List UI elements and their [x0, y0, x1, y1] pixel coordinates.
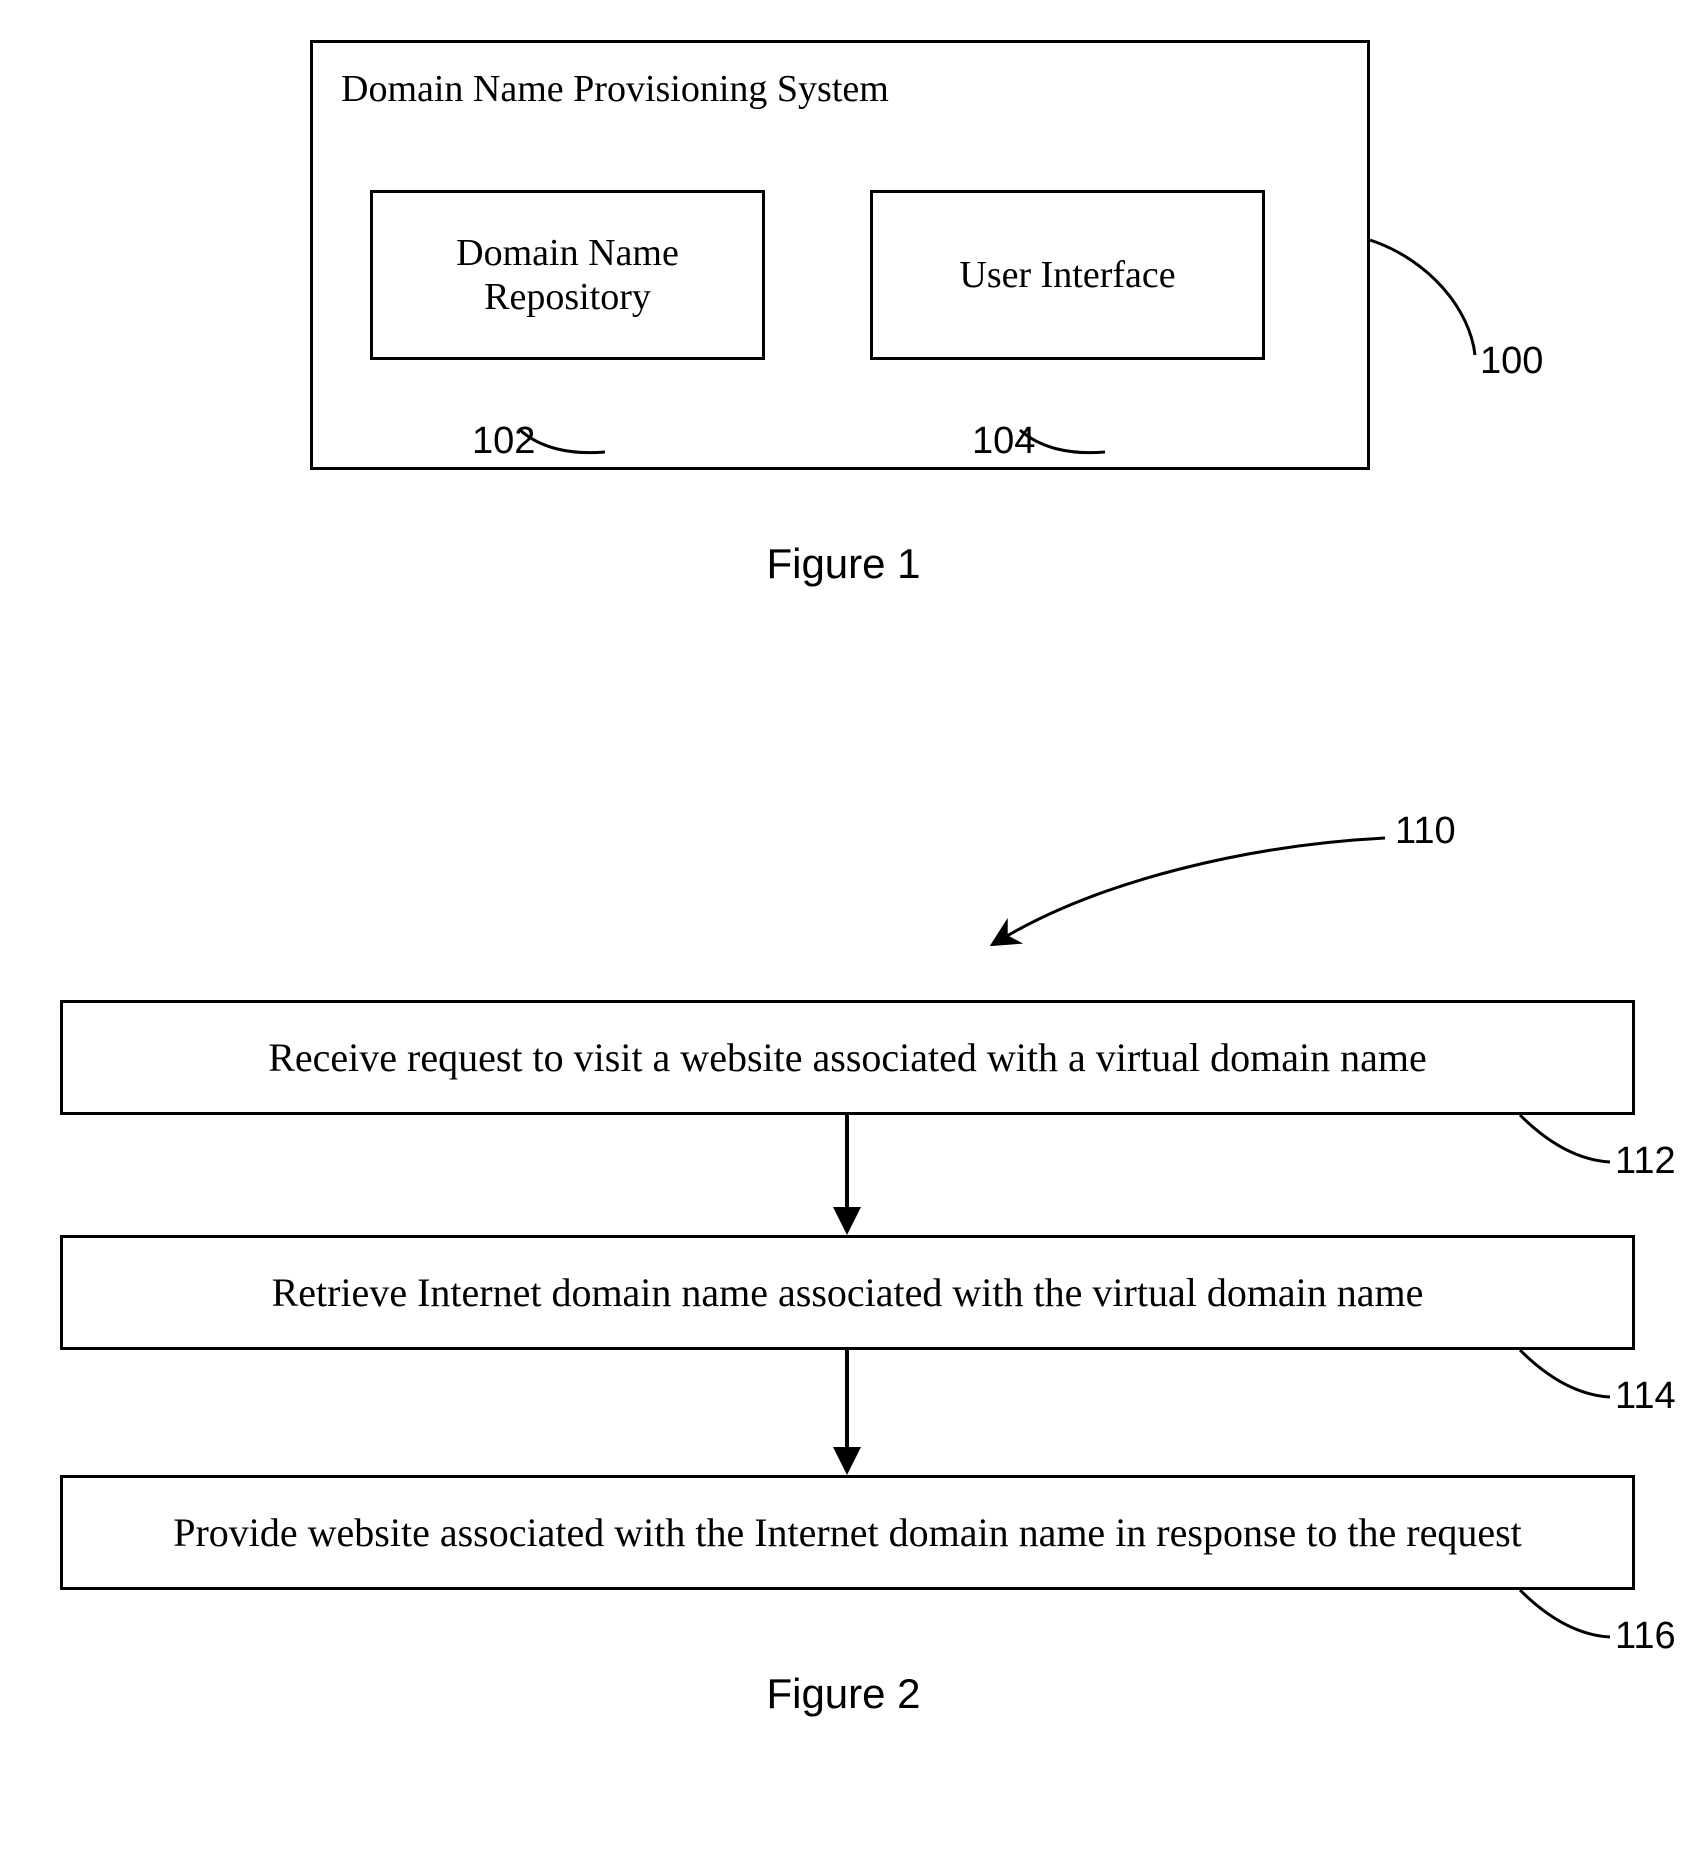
- figure-1-leaders: [520, 240, 1475, 453]
- figure-2-leaders: [1520, 1115, 1610, 1637]
- figure-2-ref-arrow: [1000, 838, 1385, 940]
- figure-2-flow-arrows: [833, 1115, 861, 1475]
- connector-overlay: [0, 0, 1687, 1849]
